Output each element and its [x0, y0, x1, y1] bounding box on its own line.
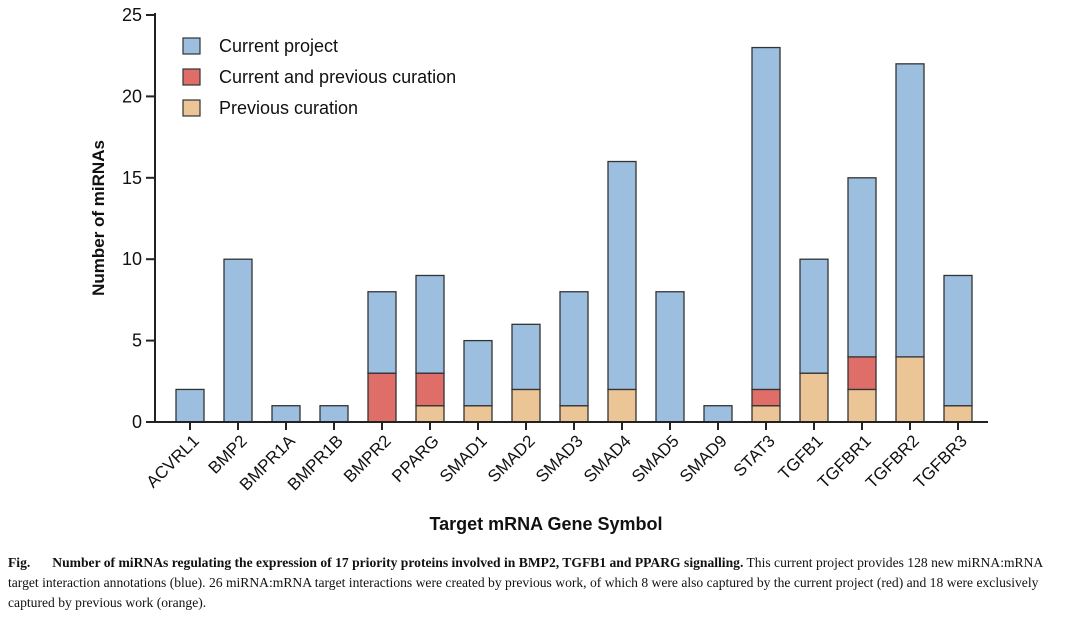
- x-tick-label: PPARG: [388, 431, 443, 486]
- y-tick-label: 10: [122, 249, 142, 269]
- x-tick-label: SMAD5: [628, 431, 683, 486]
- x-tick-label: BMP2: [205, 431, 251, 477]
- y-tick-label: 20: [122, 86, 142, 106]
- bar-segment-tgfb1: [799, 372, 829, 423]
- bar-segment-smad3: [559, 291, 589, 407]
- bar-segment-smad9: [703, 405, 733, 423]
- bar-segment-bmpr2: [367, 372, 397, 423]
- bar-segment-smad5: [655, 291, 685, 423]
- bar-chart: 0 5 10 15 20 25 ACVRL1 BMP2BMPR1ABMPR1BBMPR2PP…: [89, 5, 988, 534]
- bar-segment-tgfbr2: [895, 63, 925, 358]
- bar-segment-smad3: [559, 405, 589, 423]
- bar-segment-smad2: [511, 323, 541, 391]
- x-tick-label: SMAD9: [676, 431, 731, 486]
- bar-segment-smad4: [607, 160, 637, 391]
- bar-segment-stat3: [751, 405, 781, 423]
- legend-swatch: [182, 37, 201, 55]
- bar-segment-smad2: [511, 388, 541, 423]
- x-tick-label: SMAD4: [580, 431, 635, 486]
- bar-segment-bmp2: [223, 258, 253, 423]
- bar-segment-smad1: [463, 405, 493, 423]
- legend-swatch: [182, 68, 201, 86]
- bar-segment-tgfb1: [799, 258, 829, 374]
- bar-segment-pparg: [415, 372, 445, 407]
- bar-segment-pparg: [415, 405, 445, 423]
- legend: Current project Current and previous cura…: [182, 36, 456, 118]
- caption-title: Number of miRNAs regulating the expressi…: [52, 555, 744, 570]
- bar-segment-tgfbr3: [943, 405, 973, 423]
- bars: [175, 46, 973, 423]
- bar-segment-tgfbr1: [847, 356, 877, 391]
- x-tick-label: SMAD2: [484, 431, 539, 486]
- y-tick-label: 5: [132, 331, 142, 351]
- y-axis: 0 5 10 15 20 25: [122, 5, 156, 432]
- bar-segment-stat3: [751, 46, 781, 391]
- x-tick-label: BMPR2: [340, 431, 395, 486]
- x-axis: ACVRL1 BMP2BMPR1ABMPR1BBMPR2PPARGSMAD1SMA…: [143, 421, 988, 494]
- bar-segment-stat3: [751, 388, 781, 407]
- y-tick-label: 25: [122, 5, 142, 25]
- x-tick-label: SMAD1: [436, 431, 491, 486]
- y-tick-label: 0: [132, 412, 142, 432]
- bar-segment-pparg: [415, 274, 445, 374]
- bar-segment-bmpr1a: [271, 405, 301, 423]
- y-axis-label: Number of miRNAs: [89, 140, 108, 296]
- caption-label: Fig.: [8, 555, 31, 570]
- legend-label: Previous curation: [219, 98, 358, 118]
- legend-label: Current project: [219, 36, 338, 56]
- bar-segment-smad4: [607, 388, 637, 423]
- x-tick-label: SMAD3: [532, 431, 587, 486]
- bar-segment-bmpr2: [367, 291, 397, 374]
- bar-segment-tgfbr2: [895, 356, 925, 423]
- y-tick-label: 15: [122, 168, 142, 188]
- x-tick-label: TGFBR3: [910, 431, 971, 492]
- bar-segment-bmpr1b: [319, 405, 349, 423]
- bar-segment-tgfbr3: [943, 274, 973, 407]
- x-tick-label: STAT3: [730, 431, 779, 480]
- x-axis-label: Target mRNA Gene Symbol: [429, 514, 662, 534]
- legend-label: Current and previous curation: [219, 67, 456, 87]
- x-tick-label: ACVRL1: [143, 431, 203, 491]
- bar-segment-tgfbr1: [847, 177, 877, 358]
- bar-segment-tgfbr1: [847, 388, 877, 423]
- bar-segment-acvrl1: [175, 388, 205, 423]
- figure-caption: Fig. Number of miRNAs regulating the expr…: [8, 553, 1072, 613]
- legend-swatch: [182, 99, 201, 117]
- bar-segment-smad1: [463, 339, 493, 407]
- caption-text: This current project provides 128 new mi…: [8, 555, 1043, 610]
